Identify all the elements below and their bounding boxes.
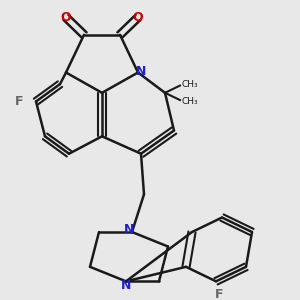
Text: N: N <box>136 64 146 78</box>
Text: O: O <box>133 11 143 24</box>
Text: F: F <box>15 95 24 108</box>
Text: CH₃: CH₃ <box>182 80 198 88</box>
Text: O: O <box>61 11 71 24</box>
Text: N: N <box>121 279 131 292</box>
Text: N: N <box>124 223 134 236</box>
Text: F: F <box>215 288 223 300</box>
Text: CH₃: CH₃ <box>182 97 198 106</box>
